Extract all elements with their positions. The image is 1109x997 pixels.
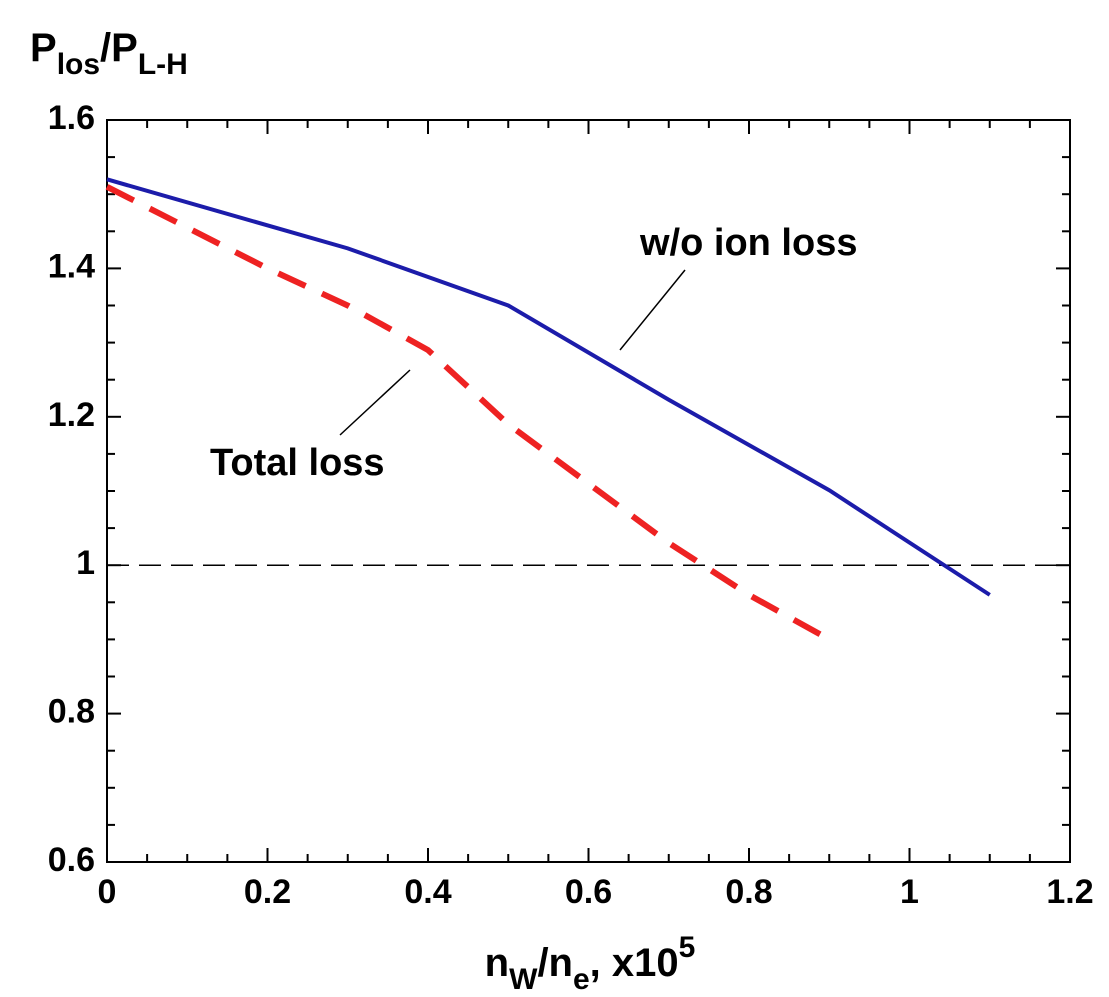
- y-tick-label: 1.6: [48, 99, 95, 137]
- label-part: e: [573, 963, 590, 996]
- label-part: L-H: [138, 48, 188, 81]
- label-part: W: [509, 963, 538, 996]
- x-tick-label: 0.2: [244, 873, 291, 911]
- y-tick-label: 0.6: [48, 841, 95, 879]
- label-part: los: [57, 48, 100, 81]
- series-line: [105, 184, 831, 643]
- x-tick-label: 0.4: [404, 873, 451, 911]
- annotation-leader: [619, 269, 686, 351]
- x-tick-label: 1.2: [1046, 873, 1093, 911]
- label-part: n: [485, 941, 509, 985]
- series-label: Total loss: [210, 442, 385, 484]
- plot-frame: [106, 119, 1071, 863]
- series-line: [106, 177, 991, 597]
- x-tick-label: 0.8: [725, 873, 772, 911]
- y-tick-label: 0.8: [48, 693, 95, 731]
- annotation-leader: [339, 369, 411, 436]
- label-part: P: [30, 26, 57, 70]
- y-tick-label: 1: [76, 544, 95, 582]
- label-part: /P: [100, 26, 138, 70]
- y-tick-label: 1.4: [48, 247, 95, 285]
- label-part: 5: [679, 931, 696, 964]
- y-tick-label: 1.2: [48, 396, 95, 434]
- x-tick-label: 0: [98, 873, 117, 911]
- x-tick-label: 1: [900, 873, 919, 911]
- label-part: /n: [537, 941, 573, 985]
- x-axis-label: nW/ne, x105: [485, 931, 696, 996]
- x-tick-label: 0.6: [565, 873, 612, 911]
- label-part: , x10: [590, 941, 679, 985]
- series-label: w/o ion loss: [639, 222, 857, 264]
- y-axis-label: Plos/PL-H: [30, 26, 188, 81]
